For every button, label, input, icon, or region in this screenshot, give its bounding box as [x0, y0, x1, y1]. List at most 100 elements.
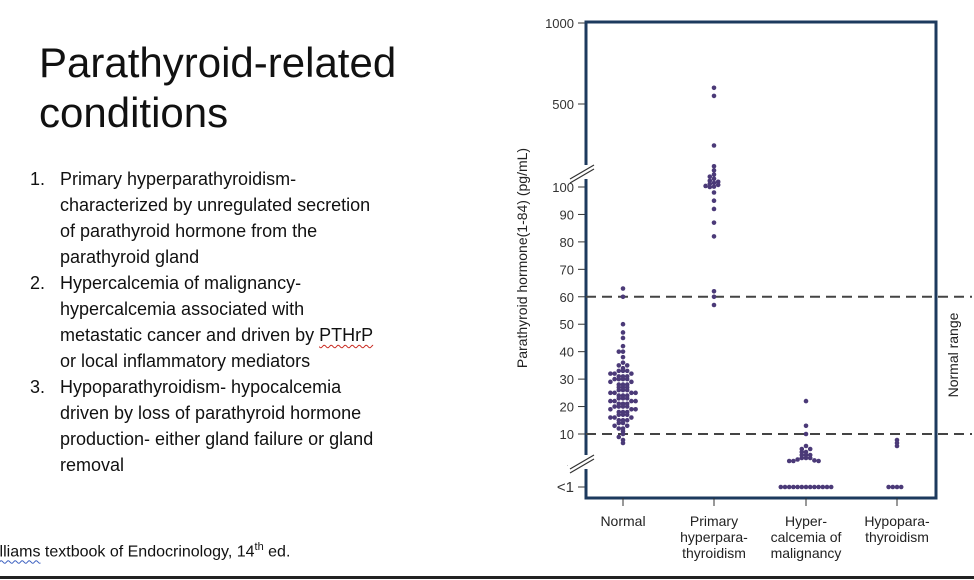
- data-point: [608, 390, 613, 396]
- data-point: [608, 398, 613, 404]
- list-item-3: 3. Hypoparathyroidism- hypocalcemia driv…: [30, 374, 430, 478]
- data-point: [711, 176, 717, 181]
- data-point: [624, 376, 630, 382]
- y-tick-label: 1000: [545, 16, 574, 31]
- data-point: [711, 85, 717, 91]
- data-point: [616, 420, 622, 426]
- citation-tail: ed.: [263, 543, 291, 561]
- list-line: removal: [60, 455, 125, 475]
- data-point: [786, 484, 792, 490]
- data-point: [629, 390, 634, 396]
- normal-range-label: Normal range: [945, 312, 961, 397]
- data-point: [616, 404, 622, 409]
- data-point: [616, 434, 622, 440]
- list-line: hypercalcemia associated with: [60, 299, 305, 319]
- plot-frame: [584, 20, 938, 500]
- data-point: [703, 183, 708, 189]
- data-point: [707, 184, 713, 190]
- data-point: [612, 423, 617, 429]
- data-point: [620, 330, 626, 335]
- data-point: [791, 484, 796, 490]
- data-point: [803, 443, 809, 449]
- x-category-label: Primary: [690, 513, 738, 529]
- data-point: [803, 398, 809, 404]
- data-point: [633, 407, 638, 412]
- data-point: [711, 198, 717, 204]
- data-point: [711, 294, 717, 300]
- data-point: [807, 455, 813, 461]
- data-point: [608, 415, 613, 420]
- axis-break-mark: [569, 454, 595, 470]
- data-point: [624, 387, 630, 393]
- y-tick-label: <1: [557, 479, 574, 496]
- data-point: [633, 390, 638, 396]
- data-point: [620, 343, 626, 349]
- data-point: [624, 396, 630, 401]
- y-tick-label: 30: [560, 372, 574, 387]
- citation: illiams textbook of Endocrinology, 14th …: [0, 536, 290, 563]
- x-category-label: Hypopara-: [864, 513, 930, 529]
- data-point: [820, 484, 826, 490]
- data-point: [778, 484, 784, 490]
- citation-link[interactable]: illiams: [0, 543, 41, 561]
- list-line: driven by loss of parathyroid hormone: [60, 403, 362, 423]
- data-point: [608, 379, 613, 385]
- data-point: [629, 407, 634, 412]
- x-category-label: thyroidism: [682, 545, 746, 561]
- data-point: [620, 354, 626, 360]
- x-category-label: Hyper-: [785, 513, 827, 529]
- list-line: of parathyroid hormone from the: [60, 221, 318, 241]
- conditions-list: 1. Primary hyperparathyroidism- characte…: [30, 166, 430, 478]
- list-line: production- either gland failure or glan…: [60, 429, 374, 449]
- y-tick-label: 10: [560, 427, 574, 442]
- y-tick-label: 500: [552, 97, 574, 112]
- data-point: [612, 371, 617, 376]
- data-point: [828, 484, 834, 490]
- x-category-label: calcemia of: [771, 529, 842, 545]
- data-point: [620, 286, 626, 291]
- list-text: Primary hyperparathyroidism- characteriz…: [60, 166, 430, 270]
- data-point: [620, 376, 626, 382]
- list-item-2: 2. Hypercalcemia of malignancy- hypercal…: [30, 270, 430, 374]
- y-tick-label: 60: [560, 290, 574, 305]
- data-point: [620, 420, 626, 426]
- data-point: [807, 446, 813, 452]
- data-point: [807, 484, 813, 490]
- y-tick-label: 50: [560, 317, 574, 332]
- data-point: [620, 294, 626, 300]
- axis-break-mark: [569, 168, 595, 184]
- data-point: [812, 458, 817, 463]
- spellcheck-word: PTHrP: [319, 325, 374, 345]
- data-point: [711, 172, 717, 177]
- axis-break-mark: [569, 164, 595, 180]
- data-point: [629, 398, 634, 404]
- axis-break-mark: [569, 458, 595, 474]
- list-text: Hypercalcemia of malignancy- hypercalcem…: [60, 270, 430, 374]
- data-point: [824, 484, 830, 490]
- data-point: [711, 93, 717, 99]
- data-point: [620, 349, 626, 354]
- list-line: Primary hyperparathyroidism-: [60, 169, 297, 189]
- list-number: 2.: [30, 273, 46, 293]
- title-line-1: Parathyroid-related: [39, 39, 397, 86]
- data-point: [803, 431, 809, 437]
- data-point: [629, 415, 634, 420]
- title-line-2: conditions: [39, 89, 229, 136]
- list-line: Hypoparathyroidism- hypocalcemia: [60, 377, 342, 397]
- data-point: [711, 220, 717, 225]
- list-text: Hypoparathyroidism- hypocalcemia driven …: [60, 374, 430, 478]
- data-point: [803, 484, 809, 490]
- data-point: [711, 302, 717, 308]
- y-tick-label: 80: [560, 235, 574, 250]
- data-point: [711, 163, 717, 169]
- data-point: [616, 387, 622, 393]
- data-point: [616, 349, 622, 354]
- list-item-1: 1. Primary hyperparathyroidism- characte…: [30, 166, 430, 270]
- data-point: [786, 458, 792, 464]
- data-point: [608, 407, 613, 412]
- y-tick-label: 100: [552, 180, 574, 195]
- data-point: [782, 484, 788, 490]
- data-point: [795, 484, 800, 490]
- data-point: [711, 168, 717, 173]
- data-point: [624, 412, 630, 418]
